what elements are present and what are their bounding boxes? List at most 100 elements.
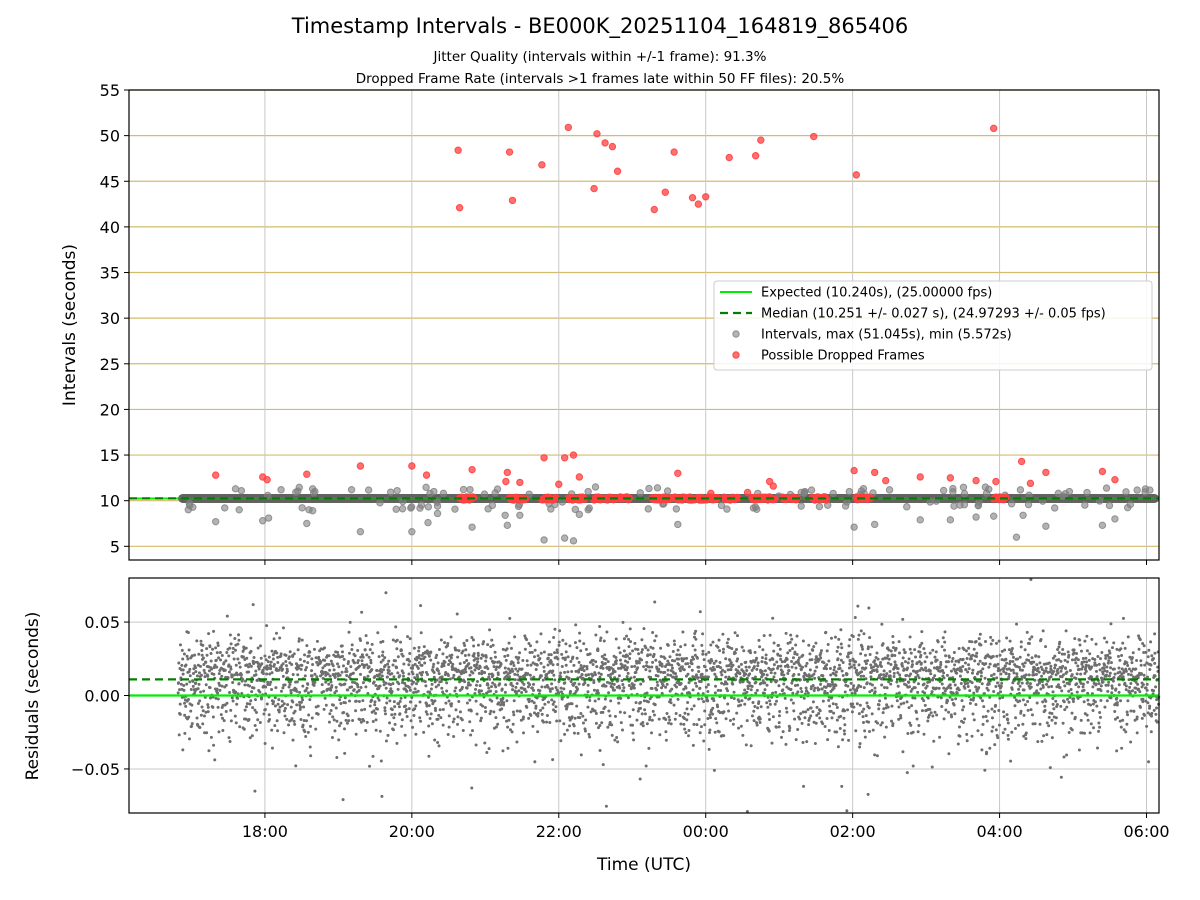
residual-point	[294, 662, 298, 666]
residual-point	[470, 636, 474, 640]
residual-point	[763, 669, 767, 673]
residual-point	[181, 748, 185, 752]
residual-point	[508, 728, 512, 732]
residual-point	[1154, 685, 1158, 689]
residual-point	[1139, 659, 1143, 663]
residual-point	[371, 651, 375, 655]
residual-point	[1021, 698, 1025, 702]
residual-point	[881, 711, 885, 715]
residual-point	[1081, 685, 1085, 689]
dropped-frame-point	[870, 468, 879, 477]
interval-point	[956, 501, 964, 509]
residual-point	[617, 701, 621, 705]
residual-point	[763, 688, 767, 692]
residual-point	[880, 622, 884, 626]
interval-point	[516, 511, 524, 519]
residual-point	[1085, 660, 1089, 664]
residual-point	[182, 652, 186, 656]
residual-point	[195, 639, 199, 643]
residual-point	[869, 675, 873, 679]
residual-point	[517, 689, 521, 693]
residual-point	[191, 672, 195, 676]
residual-point	[472, 652, 476, 656]
residual-point	[678, 714, 682, 718]
residual-point	[1123, 681, 1127, 685]
residual-point	[574, 669, 578, 673]
residual-point	[414, 704, 418, 708]
residual-point	[217, 672, 221, 676]
residual-point	[626, 671, 630, 675]
residual-point	[295, 680, 299, 684]
residual-point	[1090, 675, 1094, 679]
residual-point	[483, 705, 487, 709]
residual-point	[733, 651, 737, 655]
residual-point	[588, 652, 592, 656]
residual-point	[559, 690, 563, 694]
residual-point	[305, 686, 309, 690]
residual-point	[729, 668, 733, 672]
residual-point	[980, 748, 984, 752]
residual-point	[1141, 700, 1145, 704]
residual-point	[354, 732, 358, 736]
residual-point	[594, 660, 598, 664]
residual-point	[701, 632, 705, 636]
residual-point	[445, 644, 449, 648]
residual-point	[830, 716, 834, 720]
residual-point	[1052, 669, 1056, 673]
residual-point	[429, 712, 433, 716]
dropped-frame-point	[540, 454, 548, 462]
residual-point	[476, 643, 480, 647]
residual-point	[944, 665, 948, 669]
residual-point	[323, 646, 327, 650]
residual-point	[581, 721, 585, 725]
residual-point	[897, 691, 901, 695]
residual-point	[745, 719, 749, 723]
residual-point	[535, 696, 539, 700]
residual-point	[942, 686, 946, 690]
residual-point	[843, 709, 847, 713]
residual-point	[1114, 687, 1118, 691]
residual-point	[468, 698, 472, 702]
residual-point	[618, 710, 622, 714]
residual-point	[359, 685, 363, 689]
residual-point	[890, 719, 894, 723]
residual-point	[543, 685, 547, 689]
residual-point	[445, 689, 449, 693]
residual-point	[351, 671, 355, 675]
residual-point	[430, 682, 434, 686]
residual-point	[1064, 629, 1068, 633]
residual-point	[601, 763, 605, 767]
residual-point	[1094, 682, 1098, 686]
residual-point	[1008, 659, 1012, 663]
residual-point	[744, 696, 748, 700]
residual-point	[399, 648, 403, 652]
residual-point	[919, 653, 923, 657]
residual-point	[761, 679, 765, 683]
residual-point	[966, 670, 970, 674]
residual-point	[585, 665, 589, 669]
residual-point	[612, 682, 616, 686]
residual-point	[384, 681, 388, 685]
residual-point	[1031, 670, 1035, 674]
residual-point	[212, 629, 216, 633]
residual-point	[915, 717, 919, 721]
residual-point	[928, 669, 932, 673]
residual-point	[432, 675, 436, 679]
residual-point	[649, 675, 653, 679]
residual-point	[200, 649, 204, 653]
residual-point	[400, 724, 404, 728]
residual-point	[343, 701, 347, 705]
residual-point	[914, 655, 918, 659]
residual-point	[220, 716, 224, 720]
residual-point	[1073, 637, 1077, 641]
residual-point	[1050, 684, 1054, 688]
residual-point	[1146, 655, 1150, 659]
residual-point	[754, 691, 758, 695]
residual-point	[183, 701, 187, 705]
residual-point	[441, 690, 445, 694]
residual-point	[556, 662, 560, 666]
residual-point	[1125, 661, 1129, 665]
residual-point	[577, 670, 581, 674]
residual-point	[691, 688, 695, 692]
residual-point	[322, 707, 326, 711]
